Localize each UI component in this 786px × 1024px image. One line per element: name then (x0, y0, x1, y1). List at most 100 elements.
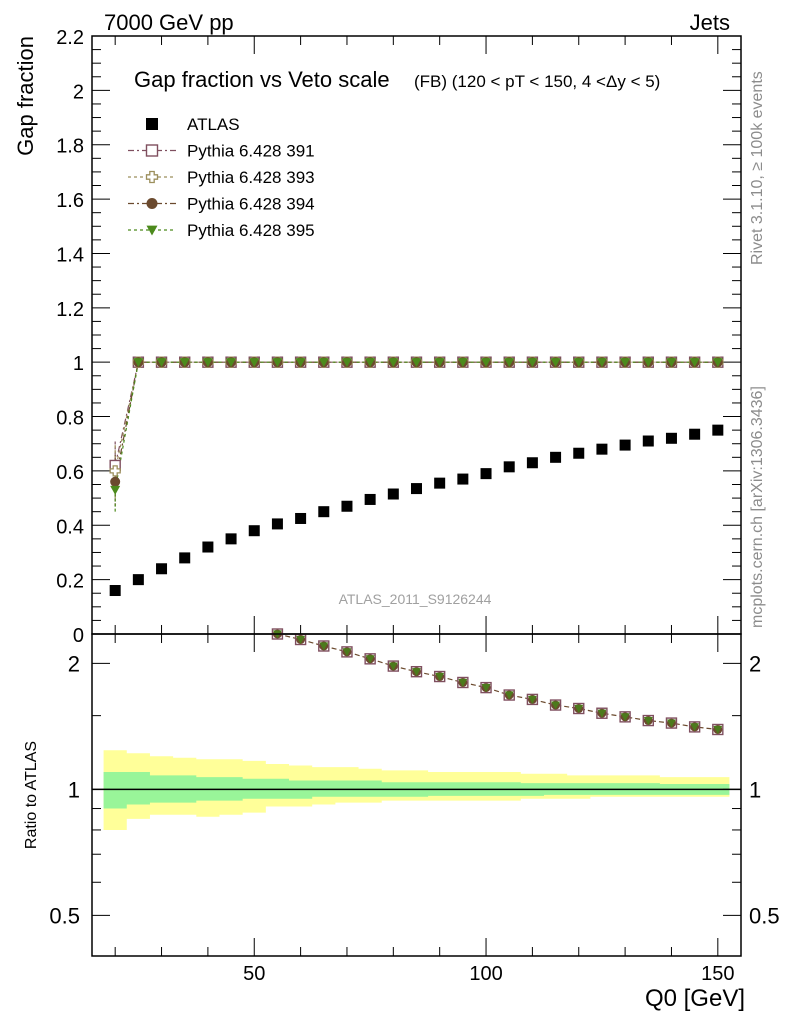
atlas-data-point (109, 585, 121, 597)
atlas-data-point (434, 477, 446, 489)
atlas-data-point (526, 457, 538, 469)
mc-point-4 (133, 358, 144, 368)
legend: ATLAS Pythia 6.428 391 Pythia 6.428 393 Pyt… (128, 115, 315, 240)
legend-marker (146, 198, 158, 209)
mc-point-4 (318, 358, 329, 368)
mc-point-4 (712, 358, 723, 368)
legend-marker (146, 118, 158, 130)
mc-point-4 (226, 358, 237, 368)
ratio-mc-point (435, 672, 445, 682)
mc-point-4 (156, 358, 167, 368)
atlas-data-point (225, 533, 237, 545)
main-y-tick-label: 1.8 (56, 136, 84, 158)
mc-point-4 (202, 358, 213, 368)
ratio-mc-point (574, 704, 584, 714)
main-y-tick-label: 1.2 (56, 299, 84, 321)
mc-point-4 (365, 358, 376, 368)
ratio-y-label: Ratio to ATLAS (23, 741, 40, 849)
atlas-data-point (457, 473, 469, 485)
atlas-data-point (573, 447, 585, 459)
mc-point-4 (411, 358, 422, 368)
atlas-data-point (503, 461, 515, 473)
mc-line-3 (114, 361, 718, 482)
ratio-y-tick-label: 1 (68, 777, 80, 802)
main-y-tick-label: 1 (73, 353, 84, 375)
atlas-data-point (712, 424, 724, 436)
main-subtitle: (FB) (120 < pT < 150, 4 <Δy < 5) (414, 72, 660, 91)
atlas-data-point (665, 432, 677, 444)
mc-point-4 (527, 358, 538, 368)
mc-point-4 (341, 358, 352, 368)
main-panel: Gap fraction Gap fraction vs Veto scale … (13, 27, 742, 647)
atlas-data-point (550, 451, 562, 463)
atlas-data-point (596, 443, 608, 455)
main-y-tick-label: 2.2 (56, 27, 84, 49)
mc-point-4 (457, 358, 468, 368)
ratio-mc-point (412, 668, 421, 677)
mc-point-4 (481, 358, 492, 368)
legend-label: Pythia 6.428 394 (187, 195, 315, 214)
main-y-tick-label: 0.6 (56, 462, 84, 484)
main-y-tick-label: 2 (73, 81, 84, 103)
ratio-y-tick-label: 2 (68, 651, 80, 676)
ratio-mc-point (713, 725, 723, 734)
rivet-label: Rivet 3.1.10, ≥ 100k events (749, 71, 766, 265)
mc-point-4 (666, 358, 677, 368)
header-right: Jets (690, 10, 730, 35)
ratio-mc-point (643, 716, 653, 726)
atlas-data-point (689, 428, 701, 440)
mc-point-4 (689, 358, 700, 368)
atlas-data-point (202, 541, 214, 553)
ratio-mc-point (690, 723, 700, 732)
ratio-mc-point (597, 709, 607, 718)
mc-point-4 (179, 358, 190, 368)
mc-point-4 (434, 358, 445, 368)
mc-point-4 (550, 358, 561, 368)
x-tick-label: 150 (701, 963, 734, 985)
atlas-data-point (387, 488, 399, 500)
mcplots-label: mcplots.cern.ch [arXiv:1306.3436] (749, 386, 766, 628)
ratio-stat-uncertainty-band (103, 772, 730, 809)
main-y-tick-label: 1.6 (56, 190, 84, 212)
atlas-data-point (619, 439, 631, 451)
header-left: 7000 GeV pp (104, 10, 234, 35)
mc-point-4 (596, 358, 607, 368)
ratio-y-tick-label: 0.5 (49, 903, 80, 928)
mc-point-4 (643, 358, 654, 368)
mc-line-2 (114, 361, 718, 472)
ratio-mc-point (365, 655, 375, 664)
main-title: Gap fraction vs Veto scale (134, 67, 390, 92)
main-y-label: Gap fraction (13, 36, 38, 156)
mc-point-4 (295, 358, 306, 368)
atlas-data-point (248, 525, 260, 537)
atlas-data-point (642, 435, 654, 447)
ratio-mc-point (620, 713, 630, 722)
ratio-panel: Ratio to ATLAS 50 100 150 0.5 0.5 1 1 2 2 Q0 [Ge… (23, 628, 780, 1012)
atlas-data-point (132, 574, 144, 586)
legend-marker (146, 225, 158, 236)
ratio-mc-point (504, 691, 514, 700)
x-tick-label: 100 (469, 963, 502, 985)
ratio-mc-point (527, 695, 537, 704)
legend-label: ATLAS (187, 115, 240, 134)
legend-label: Pythia 6.428 395 (187, 221, 315, 240)
atlas-data-point (480, 468, 492, 480)
x-tick-label: 50 (243, 963, 265, 985)
atlas-data-point (364, 493, 376, 505)
ratio-mc-point (458, 678, 468, 687)
ratio-mc-point (342, 648, 352, 657)
mc-point-4 (272, 358, 283, 368)
mc-point-3 (110, 476, 121, 487)
mc-point-2 (109, 465, 121, 477)
ratio-mc-point (319, 642, 329, 651)
ratio-mc-point (481, 684, 491, 693)
analysis-watermark: ATLAS_2011_S9126244 (339, 591, 492, 607)
ratio-y-tick-label-right: 1 (749, 777, 761, 802)
ratio-mc-point (388, 662, 398, 671)
atlas-data-point (295, 512, 307, 524)
ratio-y-tick-label-right: 2 (749, 651, 761, 676)
mc-point-4 (620, 358, 631, 368)
mc-point-4 (573, 358, 584, 368)
main-y-tick-label: 0.8 (56, 408, 84, 430)
legend-label: Pythia 6.428 391 (187, 142, 315, 161)
